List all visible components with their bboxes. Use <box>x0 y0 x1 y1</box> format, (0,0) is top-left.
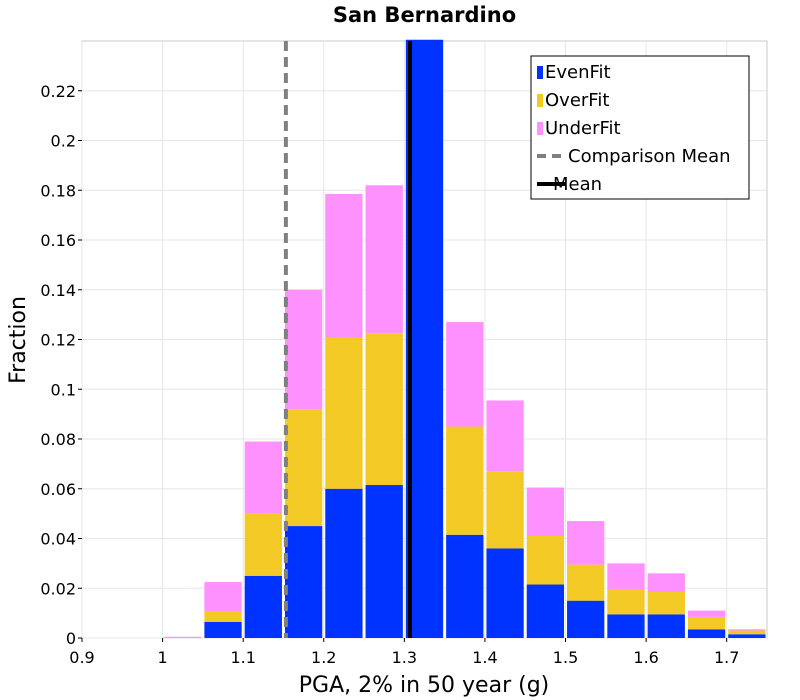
legend: EvenFit OverFit UnderFit Comparison Mean Mea… <box>530 55 750 200</box>
histogram-bars <box>164 39 766 639</box>
bar-underfit <box>607 563 645 590</box>
bar-underfit <box>728 629 766 631</box>
y-tick-label: 0.18 <box>40 181 76 200</box>
chart-title: San Bernardino <box>332 3 517 27</box>
legend-swatch-overfit <box>537 94 543 107</box>
y-tick-label: 0.04 <box>40 530 76 549</box>
bar-underfit <box>567 521 605 565</box>
legend-label-mean: Mean <box>553 174 602 195</box>
bar-evenfit <box>567 600 605 638</box>
legend-label-overfit: OverFit <box>545 90 609 111</box>
bar-evenfit <box>526 584 565 638</box>
bar-evenfit <box>728 634 766 638</box>
x-tick-label: 1.3 <box>392 648 417 667</box>
bar-overfit <box>526 536 565 585</box>
mean-lines <box>283 41 412 638</box>
bar-overfit <box>567 564 605 601</box>
bar-evenfit <box>325 488 363 638</box>
bar-underfit <box>164 636 202 638</box>
bar-overfit <box>728 630 766 635</box>
bar-underfit <box>486 400 524 472</box>
bar-underfit <box>647 573 685 592</box>
y-axis-label: Fraction <box>6 296 31 384</box>
bar-overfit <box>284 409 323 527</box>
y-tick-label: 0.2 <box>51 132 76 151</box>
legend-label-comparison-mean: Comparison Mean <box>568 146 731 167</box>
y-tick-label: 0.14 <box>40 281 76 300</box>
y-tick-label: 0.08 <box>40 430 76 449</box>
bar-evenfit <box>687 629 726 638</box>
bar-evenfit <box>204 621 242 638</box>
bar-evenfit <box>486 548 524 638</box>
bar-evenfit <box>244 575 282 638</box>
bar-underfit <box>446 322 484 427</box>
bar-overfit <box>486 471 524 549</box>
x-tick-label: 1.6 <box>633 648 658 667</box>
x-tick-label: 1.5 <box>553 648 578 667</box>
bar-underfit <box>526 487 565 537</box>
bar-underfit <box>365 185 403 334</box>
x-tick-label: 1.7 <box>714 648 739 667</box>
y-axis-ticks: 0 0.02 0.04 0.06 0.08 0.1 0.12 0.14 0.16 0.18 0.2 0… <box>40 82 82 648</box>
legend-swatch-underfit <box>537 122 543 135</box>
bar-evenfit <box>284 526 323 638</box>
bar-underfit <box>204 582 242 612</box>
bar-underfit <box>687 610 726 617</box>
y-tick-label: 0.12 <box>40 331 76 350</box>
y-tick-label: 0.1 <box>51 380 76 399</box>
bar-underfit <box>284 289 323 410</box>
bar-overfit <box>607 589 645 615</box>
x-tick-label: 1.2 <box>311 648 336 667</box>
legend-swatch-evenfit <box>537 66 543 79</box>
y-tick-label: 0 <box>66 629 76 648</box>
x-tick-label: 1.4 <box>472 648 497 667</box>
y-tick-label: 0.02 <box>40 579 76 598</box>
bar-evenfit <box>446 534 484 638</box>
bar-overfit <box>446 426 484 535</box>
x-tick-label: 0.9 <box>69 648 94 667</box>
bar-overfit <box>647 591 685 615</box>
bar-overfit <box>365 333 403 486</box>
x-tick-label: 1.1 <box>230 648 255 667</box>
y-tick-label: 0.06 <box>40 480 76 499</box>
bar-evenfit <box>607 614 645 638</box>
x-tick-label: 1 <box>157 648 167 667</box>
bar-overfit <box>204 611 242 622</box>
bar-evenfit <box>365 485 403 638</box>
bar-evenfit <box>647 614 685 638</box>
bar-underfit <box>325 193 363 338</box>
bar-overfit <box>687 616 726 630</box>
x-axis-ticks: 0.9 1 1.1 1.2 1.3 1.4 1.5 1.6 1.7 <box>69 638 739 667</box>
legend-box <box>530 55 750 200</box>
legend-label-underfit: UnderFit <box>545 118 621 139</box>
bar-overfit <box>325 337 363 489</box>
y-tick-label: 0.16 <box>40 231 76 250</box>
x-axis-label: PGA, 2% in 50 year (g) <box>299 673 550 698</box>
bar-overfit <box>244 513 282 576</box>
bar-evenfit <box>405 39 444 639</box>
y-tick-label: 0.22 <box>40 82 76 101</box>
legend-label-evenfit: EvenFit <box>545 62 611 83</box>
bar-underfit <box>244 441 282 514</box>
